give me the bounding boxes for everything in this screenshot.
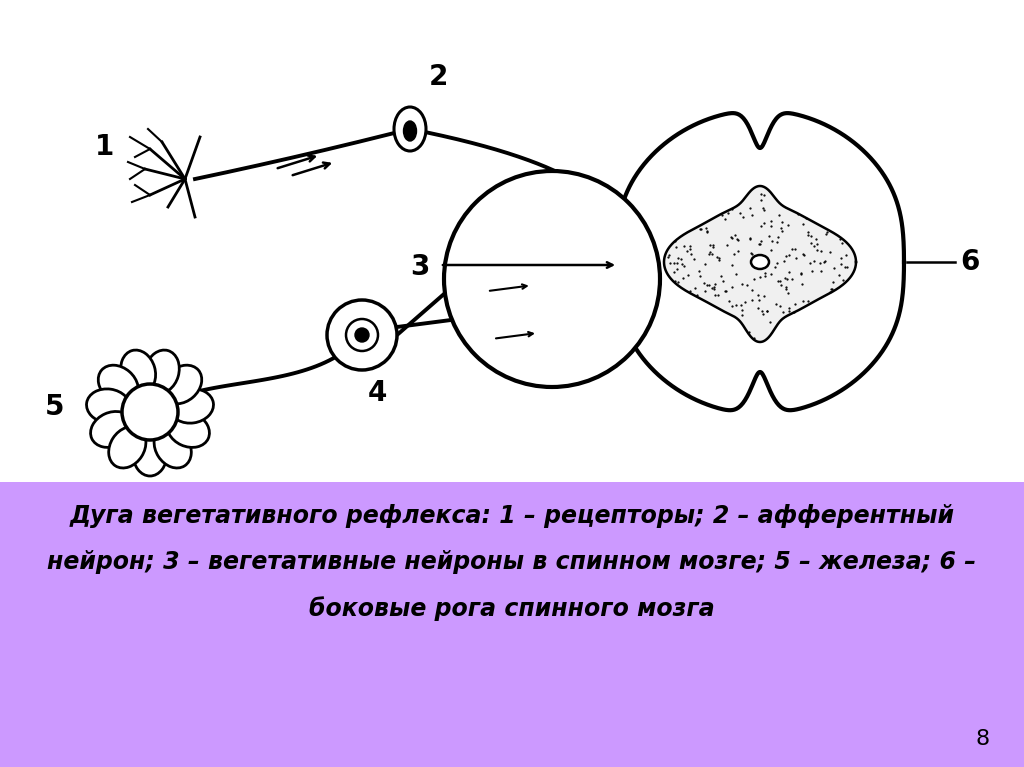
Text: 5: 5: [45, 393, 65, 421]
Ellipse shape: [90, 411, 133, 447]
Circle shape: [355, 328, 369, 342]
Bar: [0, 482, 1024, 767]
Polygon shape: [616, 113, 904, 410]
Text: 6: 6: [961, 248, 980, 276]
Text: боковые рога спинного мозга: боковые рога спинного мозга: [309, 596, 715, 621]
Ellipse shape: [154, 426, 191, 468]
Text: 8: 8: [976, 729, 990, 749]
Circle shape: [346, 319, 378, 351]
Ellipse shape: [167, 411, 210, 447]
Ellipse shape: [109, 426, 145, 468]
Ellipse shape: [403, 121, 417, 141]
Ellipse shape: [98, 365, 138, 403]
Text: 1: 1: [95, 133, 115, 161]
Ellipse shape: [133, 432, 167, 476]
Text: 4: 4: [368, 379, 387, 407]
Circle shape: [122, 384, 178, 440]
Circle shape: [444, 171, 660, 387]
Text: 2: 2: [428, 63, 447, 91]
Ellipse shape: [170, 389, 213, 423]
Ellipse shape: [121, 350, 156, 393]
Ellipse shape: [144, 350, 179, 393]
Polygon shape: [664, 186, 856, 342]
Text: 3: 3: [411, 253, 430, 281]
Text: нейрон; 3 – вегетативные нейроны в спинном мозге; 5 – железа; 6 –: нейрон; 3 – вегетативные нейроны в спинн…: [47, 550, 977, 574]
Ellipse shape: [162, 365, 202, 403]
Circle shape: [327, 300, 397, 370]
Ellipse shape: [394, 107, 426, 151]
Ellipse shape: [751, 255, 769, 269]
Ellipse shape: [86, 389, 130, 423]
Text: Дуга вегетативного рефлекса: 1 – рецепторы; 2 – афферентный: Дуга вегетативного рефлекса: 1 – рецепто…: [70, 504, 954, 528]
